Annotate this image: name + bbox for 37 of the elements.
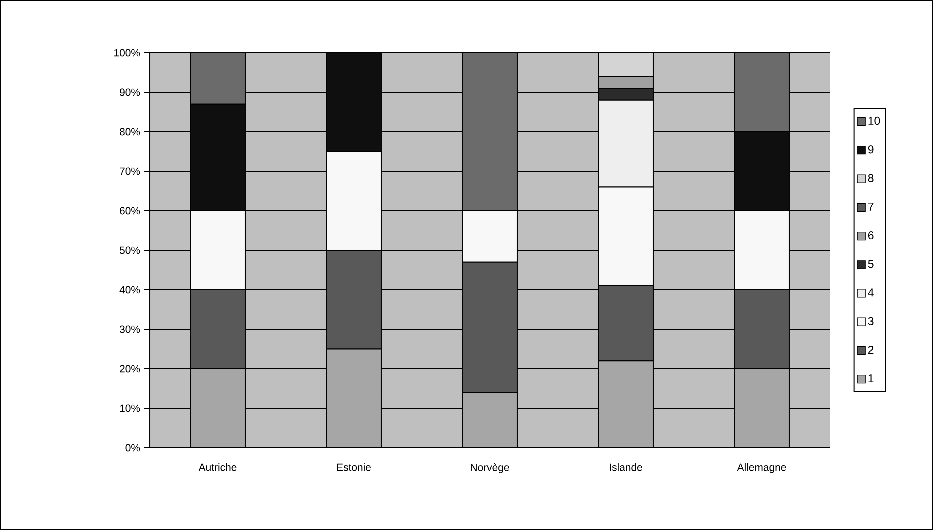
bar: [326, 348, 382, 448]
legend-label: 8: [868, 174, 874, 182]
y-tick-label: 20%: [120, 365, 140, 373]
legend-label: 6: [868, 232, 874, 240]
legend-label: 7: [868, 202, 874, 211]
legend-label: 2: [868, 346, 874, 354]
x-tick-label: Norvège: [471, 464, 510, 474]
bar: [190, 368, 246, 448]
y-tick-label: 0%: [126, 444, 140, 452]
bar: [734, 368, 790, 448]
legend-label: 10: [868, 116, 880, 126]
y-tick-label: 30%: [120, 326, 140, 334]
legend-label: 1: [868, 374, 874, 383]
bar: [598, 360, 654, 448]
bar: [462, 52, 518, 212]
y-tick-label: 60%: [120, 207, 140, 215]
y-tick-label: 100%: [114, 49, 140, 57]
bar: [326, 52, 382, 152]
x-tick-label: Allemagne: [737, 464, 786, 474]
y-tick-label: 80%: [120, 128, 140, 136]
bar: [734, 131, 790, 212]
legend-label: 3: [868, 317, 874, 326]
y-tick-label: 90%: [120, 88, 140, 96]
y-tick-label: 40%: [120, 286, 140, 294]
legend-label: 5: [868, 260, 874, 268]
legend-label: 4: [868, 288, 874, 297]
bar: [190, 52, 246, 105]
y-tick-label: 10%: [120, 404, 140, 412]
y-tick-label: 70%: [120, 168, 140, 176]
x-tick-label: Islande: [610, 464, 642, 472]
legend-label: 9: [868, 146, 874, 154]
x-tick-label: Autriche: [198, 464, 237, 472]
bar: [462, 392, 518, 448]
y-tick-label: 50%: [120, 246, 140, 254]
x-tick-label: Estonie: [337, 464, 371, 472]
bar: [734, 52, 790, 132]
bar: [190, 104, 246, 212]
